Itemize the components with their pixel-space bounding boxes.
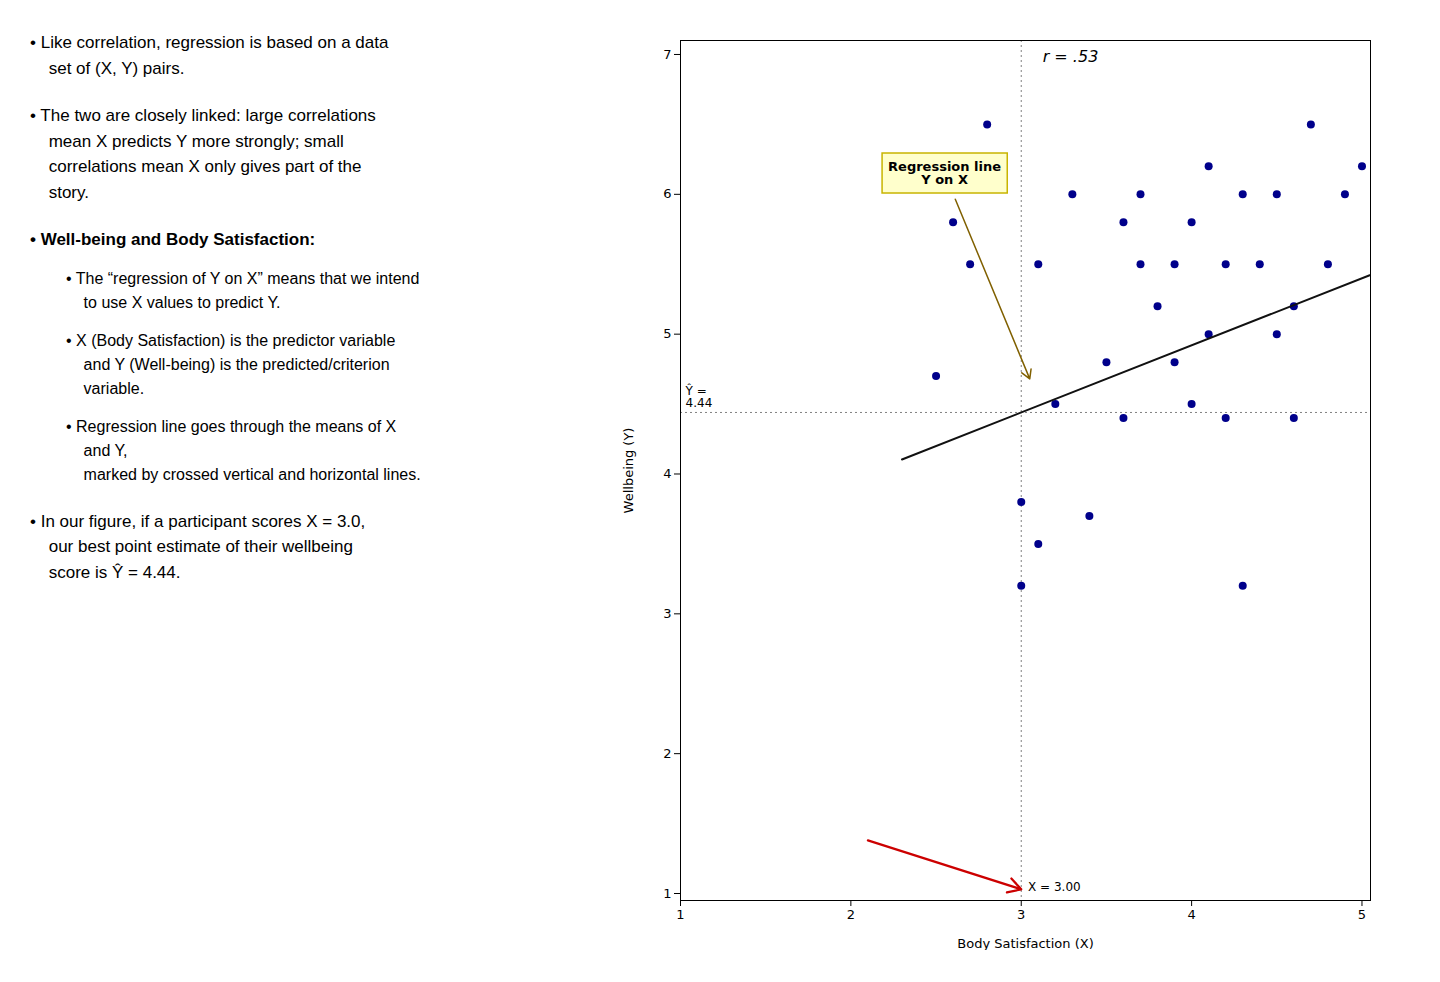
html-text:• The “regression of Y on X” m: • The “regression of Y on X” means that … [66, 269, 420, 287]
svg-text:7: 7 [663, 47, 671, 62]
html-text:marked by crossed vertical and: marked by crossed vertical and horizonta… [83, 465, 421, 483]
svg-text:1: 1 [676, 907, 684, 922]
svg-text:3: 3 [1017, 907, 1025, 922]
html-text:mean X predicts Y more strongl: mean X predicts Y more strongly; small [48, 131, 344, 151]
html-text:our best point estimate of the: our best point estimate of their wellbei… [48, 537, 353, 556]
svg-text:5: 5 [663, 326, 671, 341]
svg-text:2: 2 [663, 746, 671, 761]
svg-text:Regression lineY on X: Regression lineY on X [888, 159, 1001, 187]
html-text:• Like correlation, regression: • Like correlation, regression is based … [30, 33, 389, 52]
svg-text:3: 3 [663, 606, 671, 621]
html-text:• The two are closely linked:: • The two are closely linked: large corr… [30, 106, 376, 125]
svg-text:Body Satisfaction (X): Body Satisfaction (X) [957, 936, 1093, 951]
html-text:• In our figure, if a particip: • In our figure, if a participant scores… [30, 511, 366, 531]
html-text:• Well-being and Body Satisfac: • Well-being and Body Satisfaction: [30, 230, 316, 249]
html-text:variable.: variable. [83, 379, 145, 397]
svg-text:Wellbeing (Y): Wellbeing (Y) [621, 428, 636, 514]
html-text:and Y (Well-being) is the pred: and Y (Well-being) is the predicted/crit… [83, 355, 390, 373]
html-text:to use X values to predict Y.: to use X values to predict Y. [83, 293, 281, 311]
html-text:• Regression line goes through: • Regression line goes through the means… [66, 417, 397, 435]
html-text:• X (Body Satisfaction) is the: • X (Body Satisfaction) is the predictor… [66, 331, 396, 349]
svg-text:4: 4 [663, 466, 671, 481]
svg-text:Ŷ =4.44: Ŷ =4.44 [685, 383, 713, 410]
svg-text:2: 2 [847, 907, 855, 922]
html-text:score is Ŷ = 4.44.: score is Ŷ = 4.44. [48, 562, 181, 582]
html-text:and Y,: and Y, [83, 441, 128, 459]
svg-text:4: 4 [1187, 907, 1195, 922]
svg-text:r = .53: r = .53 [1043, 47, 1099, 66]
html-text:correlations mean X only gives: correlations mean X only gives part of t… [48, 157, 362, 176]
svg-text:5: 5 [1358, 907, 1366, 922]
svg-text:1: 1 [663, 886, 671, 901]
svg-text:X = 3.00: X = 3.00 [1028, 880, 1081, 894]
svg-text:6: 6 [663, 186, 671, 201]
html-text:story.: story. [48, 182, 89, 202]
html-text:set of (X, Y) pairs.: set of (X, Y) pairs. [48, 58, 185, 78]
